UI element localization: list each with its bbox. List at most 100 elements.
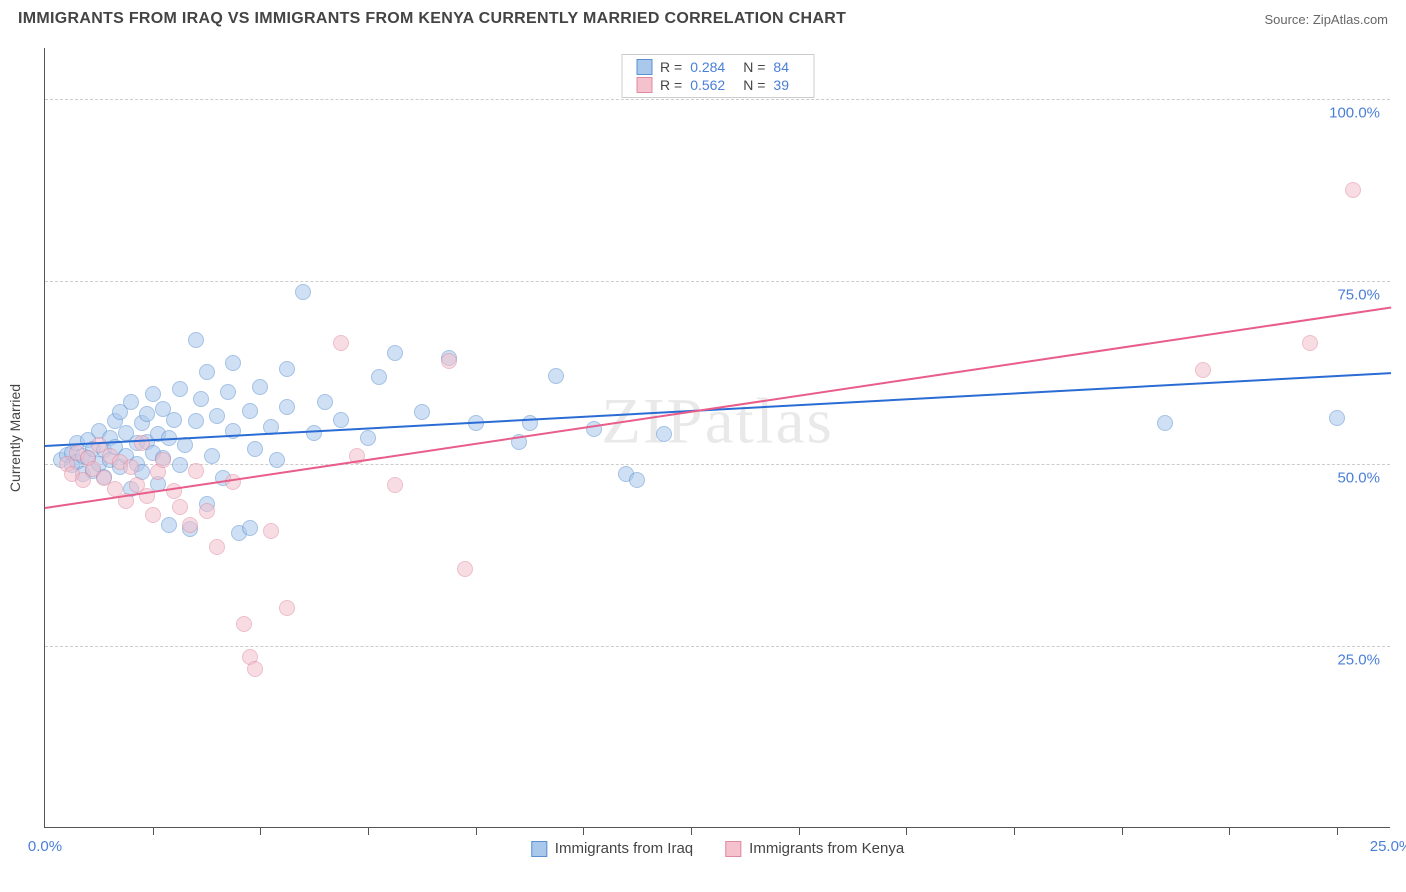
- data-point: [1157, 415, 1173, 431]
- x-tick: [691, 827, 692, 835]
- legend-series-label: Immigrants from Kenya: [749, 840, 904, 857]
- data-point: [1345, 182, 1361, 198]
- legend-stats: R = 0.284 N = 84 R = 0.562 N = 39: [621, 54, 814, 98]
- legend-r-label: R =: [660, 59, 682, 75]
- grid-line: [45, 646, 1390, 647]
- data-point: [548, 368, 564, 384]
- data-point: [145, 386, 161, 402]
- legend-r-label: R =: [660, 77, 682, 93]
- data-point: [457, 561, 473, 577]
- data-point: [242, 403, 258, 419]
- data-point: [279, 361, 295, 377]
- data-point: [279, 399, 295, 415]
- data-point: [123, 394, 139, 410]
- data-point: [139, 406, 155, 422]
- x-tick-label: 0.0%: [28, 838, 62, 855]
- data-point: [317, 394, 333, 410]
- y-axis-title: Currently Married: [7, 383, 23, 491]
- data-point: [188, 463, 204, 479]
- legend-swatch: [636, 59, 652, 75]
- data-point: [252, 379, 268, 395]
- chart-title: IMMIGRANTS FROM IRAQ VS IMMIGRANTS FROM …: [18, 10, 846, 28]
- data-point: [656, 426, 672, 442]
- x-tick: [1337, 827, 1338, 835]
- data-point: [199, 503, 215, 519]
- data-point: [247, 441, 263, 457]
- data-point: [123, 459, 139, 475]
- x-tick: [1014, 827, 1015, 835]
- data-point: [333, 335, 349, 351]
- x-tick: [1122, 827, 1123, 835]
- scatter-chart: Currently Married ZIPatlas R =0.284N =84…: [44, 48, 1390, 828]
- data-point: [199, 364, 215, 380]
- data-point: [193, 391, 209, 407]
- data-point: [209, 539, 225, 555]
- data-point: [172, 457, 188, 473]
- data-point: [188, 332, 204, 348]
- y-tick-label: 100.0%: [1329, 105, 1380, 122]
- legend-swatch: [636, 77, 652, 93]
- data-point: [295, 284, 311, 300]
- source-label: Source: ZipAtlas.com: [1264, 12, 1388, 27]
- grid-line: [45, 99, 1390, 100]
- data-point: [414, 404, 430, 420]
- data-point: [236, 616, 252, 632]
- data-point: [161, 517, 177, 533]
- data-point: [1302, 335, 1318, 351]
- x-tick: [799, 827, 800, 835]
- data-point: [1195, 362, 1211, 378]
- x-tick: [583, 827, 584, 835]
- legend-swatch: [725, 841, 741, 857]
- y-tick-label: 50.0%: [1337, 469, 1380, 486]
- x-tick: [260, 827, 261, 835]
- data-point: [1329, 410, 1345, 426]
- data-point: [188, 413, 204, 429]
- data-point: [182, 517, 198, 533]
- data-point: [247, 661, 263, 677]
- data-point: [387, 477, 403, 493]
- grid-line: [45, 464, 1390, 465]
- grid-line: [45, 281, 1390, 282]
- data-point: [225, 355, 241, 371]
- legend-stats-row: R = 0.284 N = 84: [622, 58, 813, 76]
- data-point: [166, 412, 182, 428]
- data-point: [360, 430, 376, 446]
- data-point: [269, 452, 285, 468]
- data-point: [263, 523, 279, 539]
- data-point: [306, 425, 322, 441]
- legend-r-value: 0.284: [690, 59, 725, 75]
- data-point: [586, 421, 602, 437]
- x-tick: [368, 827, 369, 835]
- x-tick: [476, 827, 477, 835]
- legend-n-value: 84: [773, 59, 789, 75]
- data-point: [333, 412, 349, 428]
- data-point: [172, 499, 188, 515]
- data-point: [145, 507, 161, 523]
- legend-n-value: 39: [773, 77, 789, 93]
- data-point: [242, 520, 258, 536]
- data-point: [172, 381, 188, 397]
- legend-r-value: 0.562: [690, 77, 725, 93]
- data-point: [629, 472, 645, 488]
- x-tick: [906, 827, 907, 835]
- data-point: [166, 483, 182, 499]
- data-point: [371, 369, 387, 385]
- title-bar: IMMIGRANTS FROM IRAQ VS IMMIGRANTS FROM …: [0, 0, 1406, 34]
- data-point: [441, 353, 457, 369]
- x-tick: [153, 827, 154, 835]
- legend-series: Immigrants from Iraq Immigrants from Keny…: [531, 840, 904, 857]
- legend-swatch: [531, 841, 547, 857]
- legend-series-item: Immigrants from Kenya: [725, 840, 904, 857]
- legend-n-label: N =: [743, 59, 765, 75]
- data-point: [279, 600, 295, 616]
- legend-n-label: N =: [743, 77, 765, 93]
- legend-series-item: Immigrants from Iraq: [531, 840, 693, 857]
- data-point: [209, 408, 225, 424]
- x-tick: [1229, 827, 1230, 835]
- data-point: [387, 345, 403, 361]
- data-point: [155, 452, 171, 468]
- data-point: [204, 448, 220, 464]
- legend-series-label: Immigrants from Iraq: [555, 840, 693, 857]
- data-point: [134, 435, 150, 451]
- data-point: [220, 384, 236, 400]
